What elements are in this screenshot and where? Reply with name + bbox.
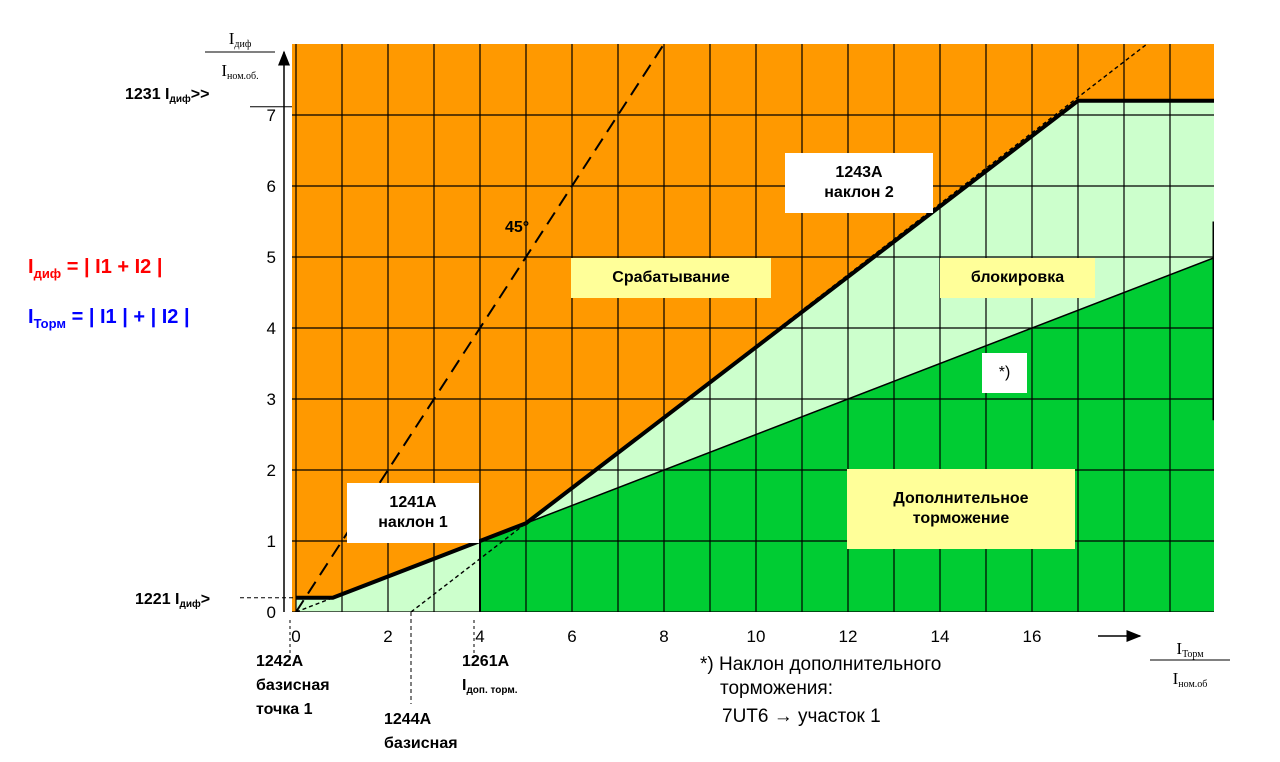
- x-tick-label: 2: [383, 627, 392, 646]
- add-restraint-boundary: [479, 256, 1214, 542]
- x-axis-label-denominator: Iном.об: [1173, 669, 1208, 690]
- slope1-label-text: наклон 1: [378, 514, 448, 531]
- block-region-label: блокировка: [940, 258, 1095, 298]
- y-tick-label: 1: [267, 532, 276, 551]
- x-tick-label: 0: [291, 627, 300, 646]
- x-tick-label: 6: [567, 627, 576, 646]
- slope2-label: 1243A наклон 2: [785, 153, 933, 213]
- x-tick-label: 10: [747, 627, 766, 646]
- irest-formula-symbol: I: [28, 306, 34, 328]
- x-axis-label-numerator: IТорм: [1176, 639, 1204, 660]
- y-tick-label: 4: [267, 319, 276, 338]
- x-tick-label: 4: [475, 627, 484, 646]
- footnote-line3: 7UT6 → участок 1: [722, 706, 881, 727]
- add-restraint-label-line1: Дополнительное: [893, 490, 1029, 507]
- idiff-formula-sub: диф: [33, 266, 62, 281]
- y-tick-label: 6: [267, 177, 276, 196]
- add-restraint-label-line2: торможение: [912, 510, 1010, 527]
- slope2-label-text: наклон 2: [824, 184, 894, 201]
- slope2-label-code: 1243A: [835, 164, 883, 181]
- add-restraint-code-label: 1261A: [462, 653, 510, 670]
- base-point1-label-line: 1242A: [256, 653, 304, 670]
- y-tick-label: 5: [267, 248, 276, 267]
- y-axis-label-numerator: Iдиф: [229, 29, 252, 50]
- angle-45-label: 45°: [505, 219, 529, 236]
- x-tick-label: 12: [839, 627, 858, 646]
- trip-region-label: Срабатывание: [571, 258, 771, 298]
- y-tick-label: 3: [267, 390, 276, 409]
- star-label: *): [982, 353, 1027, 393]
- irest-formula-expr: = | I1 | + | I2 |: [71, 306, 190, 328]
- footnote: *) Наклон дополнительного торможения: 7U…: [700, 653, 941, 729]
- slope1-label: 1241A наклон 1: [347, 483, 479, 543]
- slope1-label-code: 1241A: [389, 494, 437, 511]
- idiff-formula-symbol: I: [28, 256, 34, 278]
- x-tick-label: 16: [1023, 627, 1042, 646]
- idiff-hi-label: 1231 Iдиф>>: [125, 86, 209, 105]
- y-tick-label: 0: [267, 603, 276, 622]
- y-axis-label-denominator: Iном.об.: [221, 61, 258, 82]
- idiff-formula: Iдиф = | I1 + I2 |: [28, 256, 162, 281]
- base-point2-label-line: 1244A: [384, 711, 432, 728]
- footnote-line1: *) Наклон дополнительного: [700, 654, 942, 675]
- irest-formula: IТорм = | I1 | + | I2 |: [28, 306, 190, 331]
- add-restraint-region-label: Дополнительное торможение: [847, 469, 1075, 549]
- footnote-line2: торможения:: [720, 678, 833, 699]
- y-tick-label: 2: [267, 461, 276, 480]
- add-restraint-current-label: Iдоп. торм.: [462, 677, 518, 696]
- base-point2-label-line: базисная: [384, 735, 458, 752]
- base-point1-label-line: точка 1: [256, 701, 313, 718]
- y-tick-label: 7: [267, 106, 276, 125]
- irest-formula-sub: Торм: [33, 316, 67, 331]
- idiff-formula-expr: = | I1 + I2 |: [66, 256, 163, 278]
- idiff-lo-label: 1221 Iдиф>: [135, 591, 210, 610]
- x-tick-label: 8: [659, 627, 668, 646]
- base-point1-label-line: базисная: [256, 677, 330, 694]
- x-tick-label: 14: [931, 627, 950, 646]
- trip-characteristic-line: [296, 98, 1214, 600]
